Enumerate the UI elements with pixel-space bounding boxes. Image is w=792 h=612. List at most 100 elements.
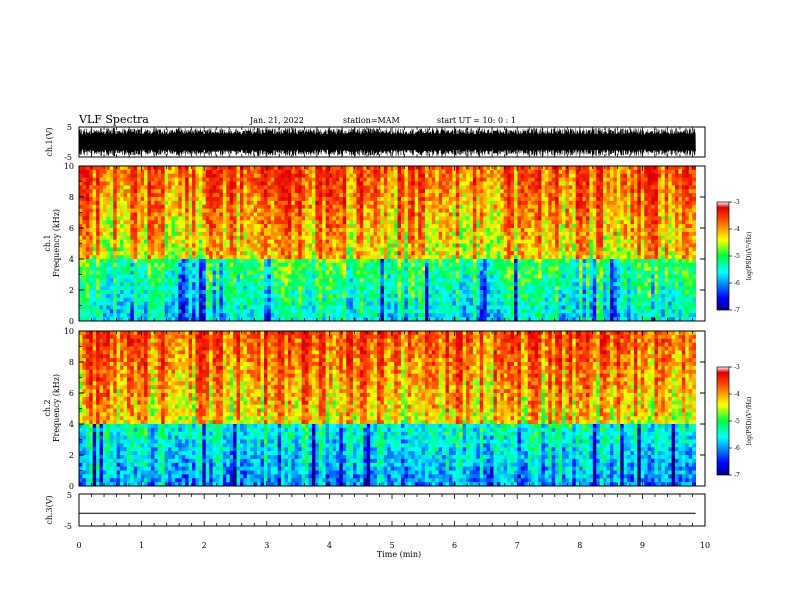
spectrogram-cell bbox=[438, 247, 443, 252]
spectrogram-cell bbox=[181, 262, 186, 268]
spectrogram-cell bbox=[311, 274, 316, 279]
spectrogram-cell bbox=[161, 297, 166, 303]
spectrogram-cell bbox=[157, 204, 162, 210]
spectrogram-cell bbox=[431, 251, 436, 256]
spectrogram-cell bbox=[469, 208, 474, 213]
spectrogram-cell bbox=[486, 235, 491, 241]
spectrogram-cell bbox=[496, 266, 501, 272]
spectrogram-cell bbox=[106, 266, 111, 272]
spectrogram-cell bbox=[486, 193, 491, 198]
spectrogram-cell bbox=[233, 286, 237, 291]
spectrogram-cell bbox=[442, 301, 446, 306]
spectrogram-cell bbox=[301, 177, 306, 182]
spectrogram-cell bbox=[216, 189, 220, 194]
spectrogram-cell bbox=[216, 204, 220, 210]
spectrogram-cell bbox=[219, 266, 224, 272]
spectrogram-cell bbox=[466, 301, 470, 306]
spectrogram-cell bbox=[349, 228, 354, 233]
spectrogram-cell bbox=[462, 177, 467, 182]
spectrogram-cell bbox=[500, 224, 505, 229]
spectrogram-cell bbox=[370, 262, 375, 268]
spectrogram-cell bbox=[377, 270, 381, 275]
spectrogram-cell bbox=[178, 224, 183, 229]
spectrogram-cell bbox=[168, 197, 172, 202]
spectrogram-cell bbox=[318, 278, 323, 283]
spectrogram-cell bbox=[298, 274, 303, 279]
spectrogram-cell bbox=[322, 204, 327, 210]
spectrogram-cell bbox=[380, 204, 385, 210]
spectrogram-cell bbox=[503, 212, 508, 217]
spectrogram-cell bbox=[260, 224, 265, 229]
spectrogram-cell bbox=[253, 197, 258, 202]
spectrogram-cell bbox=[133, 212, 138, 217]
spectrogram-cell bbox=[154, 251, 159, 256]
spectrogram-cell bbox=[116, 262, 121, 268]
spectrogram-cell bbox=[373, 313, 378, 318]
spectrogram-cell bbox=[82, 270, 87, 275]
spectrogram-cell bbox=[342, 231, 347, 237]
spectrogram-cell bbox=[438, 286, 443, 291]
spectrogram-cell bbox=[472, 216, 477, 221]
spectrogram-cell bbox=[305, 286, 309, 291]
spectrogram-cell bbox=[315, 224, 320, 229]
spectrogram-cell bbox=[96, 286, 100, 291]
spectrogram-cell bbox=[404, 290, 409, 295]
spectrogram-cell bbox=[174, 228, 179, 233]
spectrogram-cell bbox=[411, 212, 416, 217]
spectrogram-cell bbox=[144, 301, 148, 306]
spectrogram-cell bbox=[277, 255, 282, 260]
spectrogram-cell bbox=[421, 286, 426, 291]
spectrogram-cell bbox=[308, 259, 313, 264]
spectrogram-cell bbox=[476, 255, 481, 260]
spectrogram-cell bbox=[476, 251, 481, 256]
spectrogram-cell bbox=[154, 166, 159, 171]
spectrogram-cell bbox=[102, 173, 107, 179]
spectrogram-cell bbox=[305, 228, 309, 233]
spectrogram-cell bbox=[431, 220, 436, 225]
spectrogram-cell bbox=[102, 208, 107, 213]
spectrogram-cell bbox=[192, 282, 196, 287]
spectrogram-cell bbox=[212, 262, 217, 268]
spectrogram-cell bbox=[150, 197, 155, 202]
spectrogram-cell bbox=[411, 278, 416, 283]
spectrogram-cell bbox=[503, 200, 508, 206]
spectrogram-cell bbox=[356, 189, 361, 194]
spectrogram-cell bbox=[366, 173, 371, 179]
spectrogram-cell bbox=[318, 224, 323, 229]
spectrogram-cell bbox=[287, 166, 292, 171]
spectrogram-cell bbox=[335, 243, 340, 248]
spectrogram-cell bbox=[394, 193, 398, 198]
spectrogram-cell bbox=[236, 259, 241, 264]
spectrogram-cell bbox=[89, 262, 94, 268]
spectrogram-cell bbox=[267, 259, 272, 264]
spectrogram-cell bbox=[294, 228, 299, 233]
spectrogram-cell bbox=[442, 177, 446, 182]
spectrogram-cell bbox=[472, 266, 477, 272]
spectrogram-cell bbox=[363, 224, 368, 229]
spectrogram-cell bbox=[229, 177, 234, 182]
spectrogram-cell bbox=[490, 235, 494, 241]
spectrogram-cell bbox=[493, 224, 498, 229]
spectrogram-cell bbox=[377, 243, 381, 248]
spectrogram-cell bbox=[96, 262, 100, 268]
spectrogram-cell bbox=[243, 173, 248, 179]
spectrogram-cell bbox=[205, 197, 210, 202]
spectrogram-cell bbox=[144, 177, 148, 182]
spectrogram-cell bbox=[130, 243, 135, 248]
spectrogram-cell bbox=[209, 181, 213, 186]
spectrogram-cell bbox=[109, 278, 114, 283]
spectrogram-cell bbox=[79, 297, 83, 303]
spectrogram-cell bbox=[325, 243, 330, 248]
spectrogram-cell bbox=[99, 177, 104, 182]
spectrogram-cell bbox=[442, 200, 446, 206]
spectrogram-cell bbox=[216, 278, 220, 283]
spectrogram-cell bbox=[500, 270, 505, 275]
spectrogram-cell bbox=[322, 274, 327, 279]
spectrogram-cell bbox=[263, 169, 268, 175]
spectrogram-cell bbox=[195, 293, 200, 299]
spectrogram-cell bbox=[79, 305, 83, 310]
spectrogram-cell bbox=[442, 274, 446, 279]
spectrogram-cell bbox=[123, 166, 128, 171]
spectrogram-cell bbox=[503, 189, 508, 194]
spectrogram-cell bbox=[311, 224, 316, 229]
